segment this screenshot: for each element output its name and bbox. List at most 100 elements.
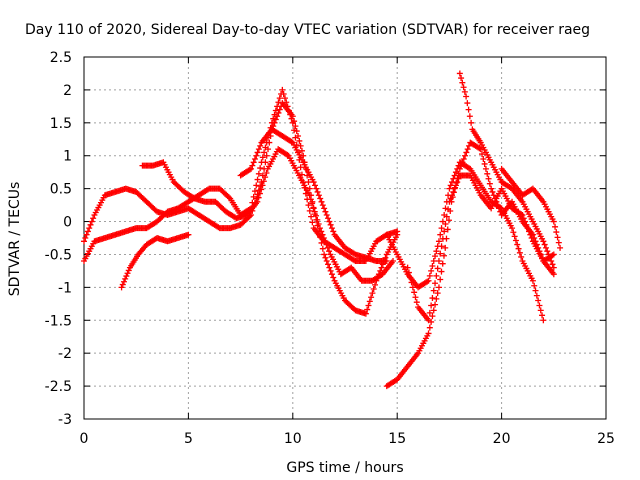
data-point bbox=[435, 258, 442, 265]
data-point bbox=[523, 221, 530, 228]
y-tick-label: -1 bbox=[58, 280, 72, 296]
data-point bbox=[120, 278, 127, 285]
series-track-2 bbox=[81, 86, 401, 265]
data-point bbox=[119, 281, 126, 288]
data-point bbox=[258, 186, 265, 193]
data-point bbox=[451, 185, 458, 192]
data-point bbox=[82, 235, 89, 241]
data-point bbox=[497, 204, 504, 211]
data-point bbox=[450, 188, 457, 195]
data-point bbox=[433, 248, 440, 255]
data-point bbox=[86, 225, 93, 232]
data-point bbox=[368, 294, 375, 301]
data-point bbox=[323, 211, 330, 218]
data-point bbox=[325, 215, 332, 222]
data-point bbox=[288, 138, 295, 145]
data-point bbox=[318, 198, 325, 205]
data-point bbox=[452, 182, 459, 189]
data-point bbox=[488, 185, 495, 192]
data-point bbox=[533, 292, 540, 299]
data-point bbox=[541, 241, 548, 248]
data-point bbox=[250, 193, 257, 200]
data-point bbox=[440, 252, 447, 259]
series-track-1 bbox=[81, 100, 401, 317]
data-point bbox=[540, 317, 547, 324]
data-point bbox=[407, 274, 414, 281]
data-point bbox=[408, 279, 415, 286]
series-track-3 bbox=[118, 231, 192, 291]
data-point bbox=[263, 139, 270, 146]
data-point bbox=[460, 156, 467, 163]
data-point bbox=[458, 75, 465, 82]
data-point bbox=[433, 272, 440, 279]
data-point bbox=[526, 228, 533, 235]
data-point bbox=[479, 151, 486, 158]
data-point bbox=[445, 217, 452, 224]
data-point bbox=[327, 267, 334, 274]
data-point bbox=[328, 225, 335, 232]
data-point bbox=[328, 271, 335, 278]
series-track-10 bbox=[498, 165, 564, 251]
data-point bbox=[409, 284, 416, 291]
data-point bbox=[425, 277, 432, 284]
data-point bbox=[284, 103, 291, 110]
data-point bbox=[550, 218, 557, 225]
data-point bbox=[118, 284, 125, 291]
data-point bbox=[466, 113, 473, 120]
data-point bbox=[257, 165, 264, 172]
data-point bbox=[394, 228, 401, 235]
data-point bbox=[362, 310, 369, 317]
data-point bbox=[449, 192, 456, 199]
data-point bbox=[476, 145, 483, 152]
data-point bbox=[284, 151, 291, 158]
data-point bbox=[270, 115, 277, 122]
data-point bbox=[433, 295, 440, 302]
data-point bbox=[434, 265, 441, 272]
data-point bbox=[542, 244, 549, 251]
y-tick-label: -0.5 bbox=[45, 247, 72, 263]
data-point bbox=[90, 215, 97, 222]
data-point bbox=[84, 228, 91, 235]
data-point bbox=[125, 267, 132, 274]
data-point bbox=[429, 295, 436, 302]
data-point bbox=[313, 185, 320, 192]
data-point bbox=[275, 99, 282, 106]
data-point bbox=[274, 103, 281, 110]
data-point bbox=[554, 234, 561, 241]
data-point bbox=[441, 228, 448, 235]
data-point bbox=[263, 152, 270, 159]
data-point bbox=[324, 244, 331, 251]
data-point bbox=[532, 287, 539, 294]
data-point bbox=[322, 238, 329, 245]
data-point bbox=[480, 156, 487, 163]
data-point bbox=[557, 244, 564, 251]
data-point bbox=[454, 179, 461, 186]
data-point bbox=[378, 264, 385, 271]
data-point bbox=[520, 215, 527, 222]
data-point bbox=[311, 182, 318, 189]
data-point bbox=[325, 261, 332, 268]
data-point bbox=[482, 165, 489, 172]
data-point bbox=[307, 196, 314, 203]
data-point bbox=[430, 287, 437, 294]
series-track-9 bbox=[404, 172, 557, 324]
data-point bbox=[432, 253, 439, 260]
data-point bbox=[321, 251, 328, 258]
data-point bbox=[484, 170, 491, 177]
data-point bbox=[248, 165, 255, 172]
x-tick-label: 10 bbox=[284, 431, 302, 447]
data-point bbox=[259, 182, 266, 189]
data-point bbox=[528, 235, 535, 241]
data-point bbox=[451, 172, 458, 179]
data-point bbox=[309, 219, 316, 226]
data-point bbox=[258, 159, 265, 166]
data-point bbox=[439, 235, 446, 242]
data-point bbox=[326, 248, 333, 255]
data-point bbox=[254, 198, 261, 205]
data-point bbox=[549, 261, 556, 268]
data-point bbox=[439, 260, 446, 267]
data-point bbox=[306, 207, 313, 214]
data-point bbox=[428, 302, 435, 309]
data-point bbox=[455, 175, 462, 182]
